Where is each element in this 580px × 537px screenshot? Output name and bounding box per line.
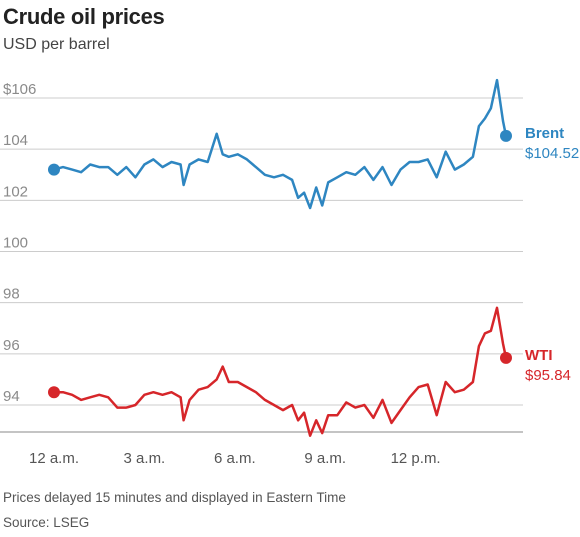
wti-end-marker [500, 351, 512, 364]
y-tick-label-98: 98 [3, 286, 20, 303]
chart-title: Crude oil prices [3, 4, 165, 29]
y-tick-label-106: $106 [3, 81, 36, 98]
footnote-source: Source: LSEG [3, 515, 90, 530]
wti-last-value-label: $95.84 [525, 367, 571, 384]
wti-series-label: WTI [525, 347, 553, 364]
wti-start-marker [48, 386, 60, 399]
y-tick-label-102: 102 [3, 183, 28, 200]
y-tick-label-100: 100 [3, 235, 28, 252]
wti-series-line [52, 306, 508, 437]
brent-end-marker [500, 129, 512, 142]
x-tick-label-2: 6 a.m. [214, 450, 256, 467]
chart-subtitle: USD per barrel [3, 36, 110, 53]
footnote-delay: Prices delayed 15 minutes and displayed … [3, 490, 346, 505]
x-tick-label-3: 9 a.m. [304, 450, 346, 467]
brent-series-line [52, 78, 508, 210]
price-chart: $106 104 102 100 98 96 94 12 a.m. 3 a.m. 6 a.m. 9 … [0, 78, 579, 467]
y-tick-label-94: 94 [3, 388, 20, 405]
brent-last-value-label: $104.52 [525, 145, 579, 162]
brent-series-label: Brent [525, 125, 564, 142]
brent-start-marker [48, 163, 60, 176]
y-tick-label-104: 104 [3, 132, 28, 149]
x-tick-label-0: 12 a.m. [29, 450, 79, 467]
x-tick-label-1: 3 a.m. [124, 450, 166, 467]
y-tick-label-96: 96 [3, 337, 20, 354]
x-tick-label-4: 12 p.m. [391, 450, 441, 467]
